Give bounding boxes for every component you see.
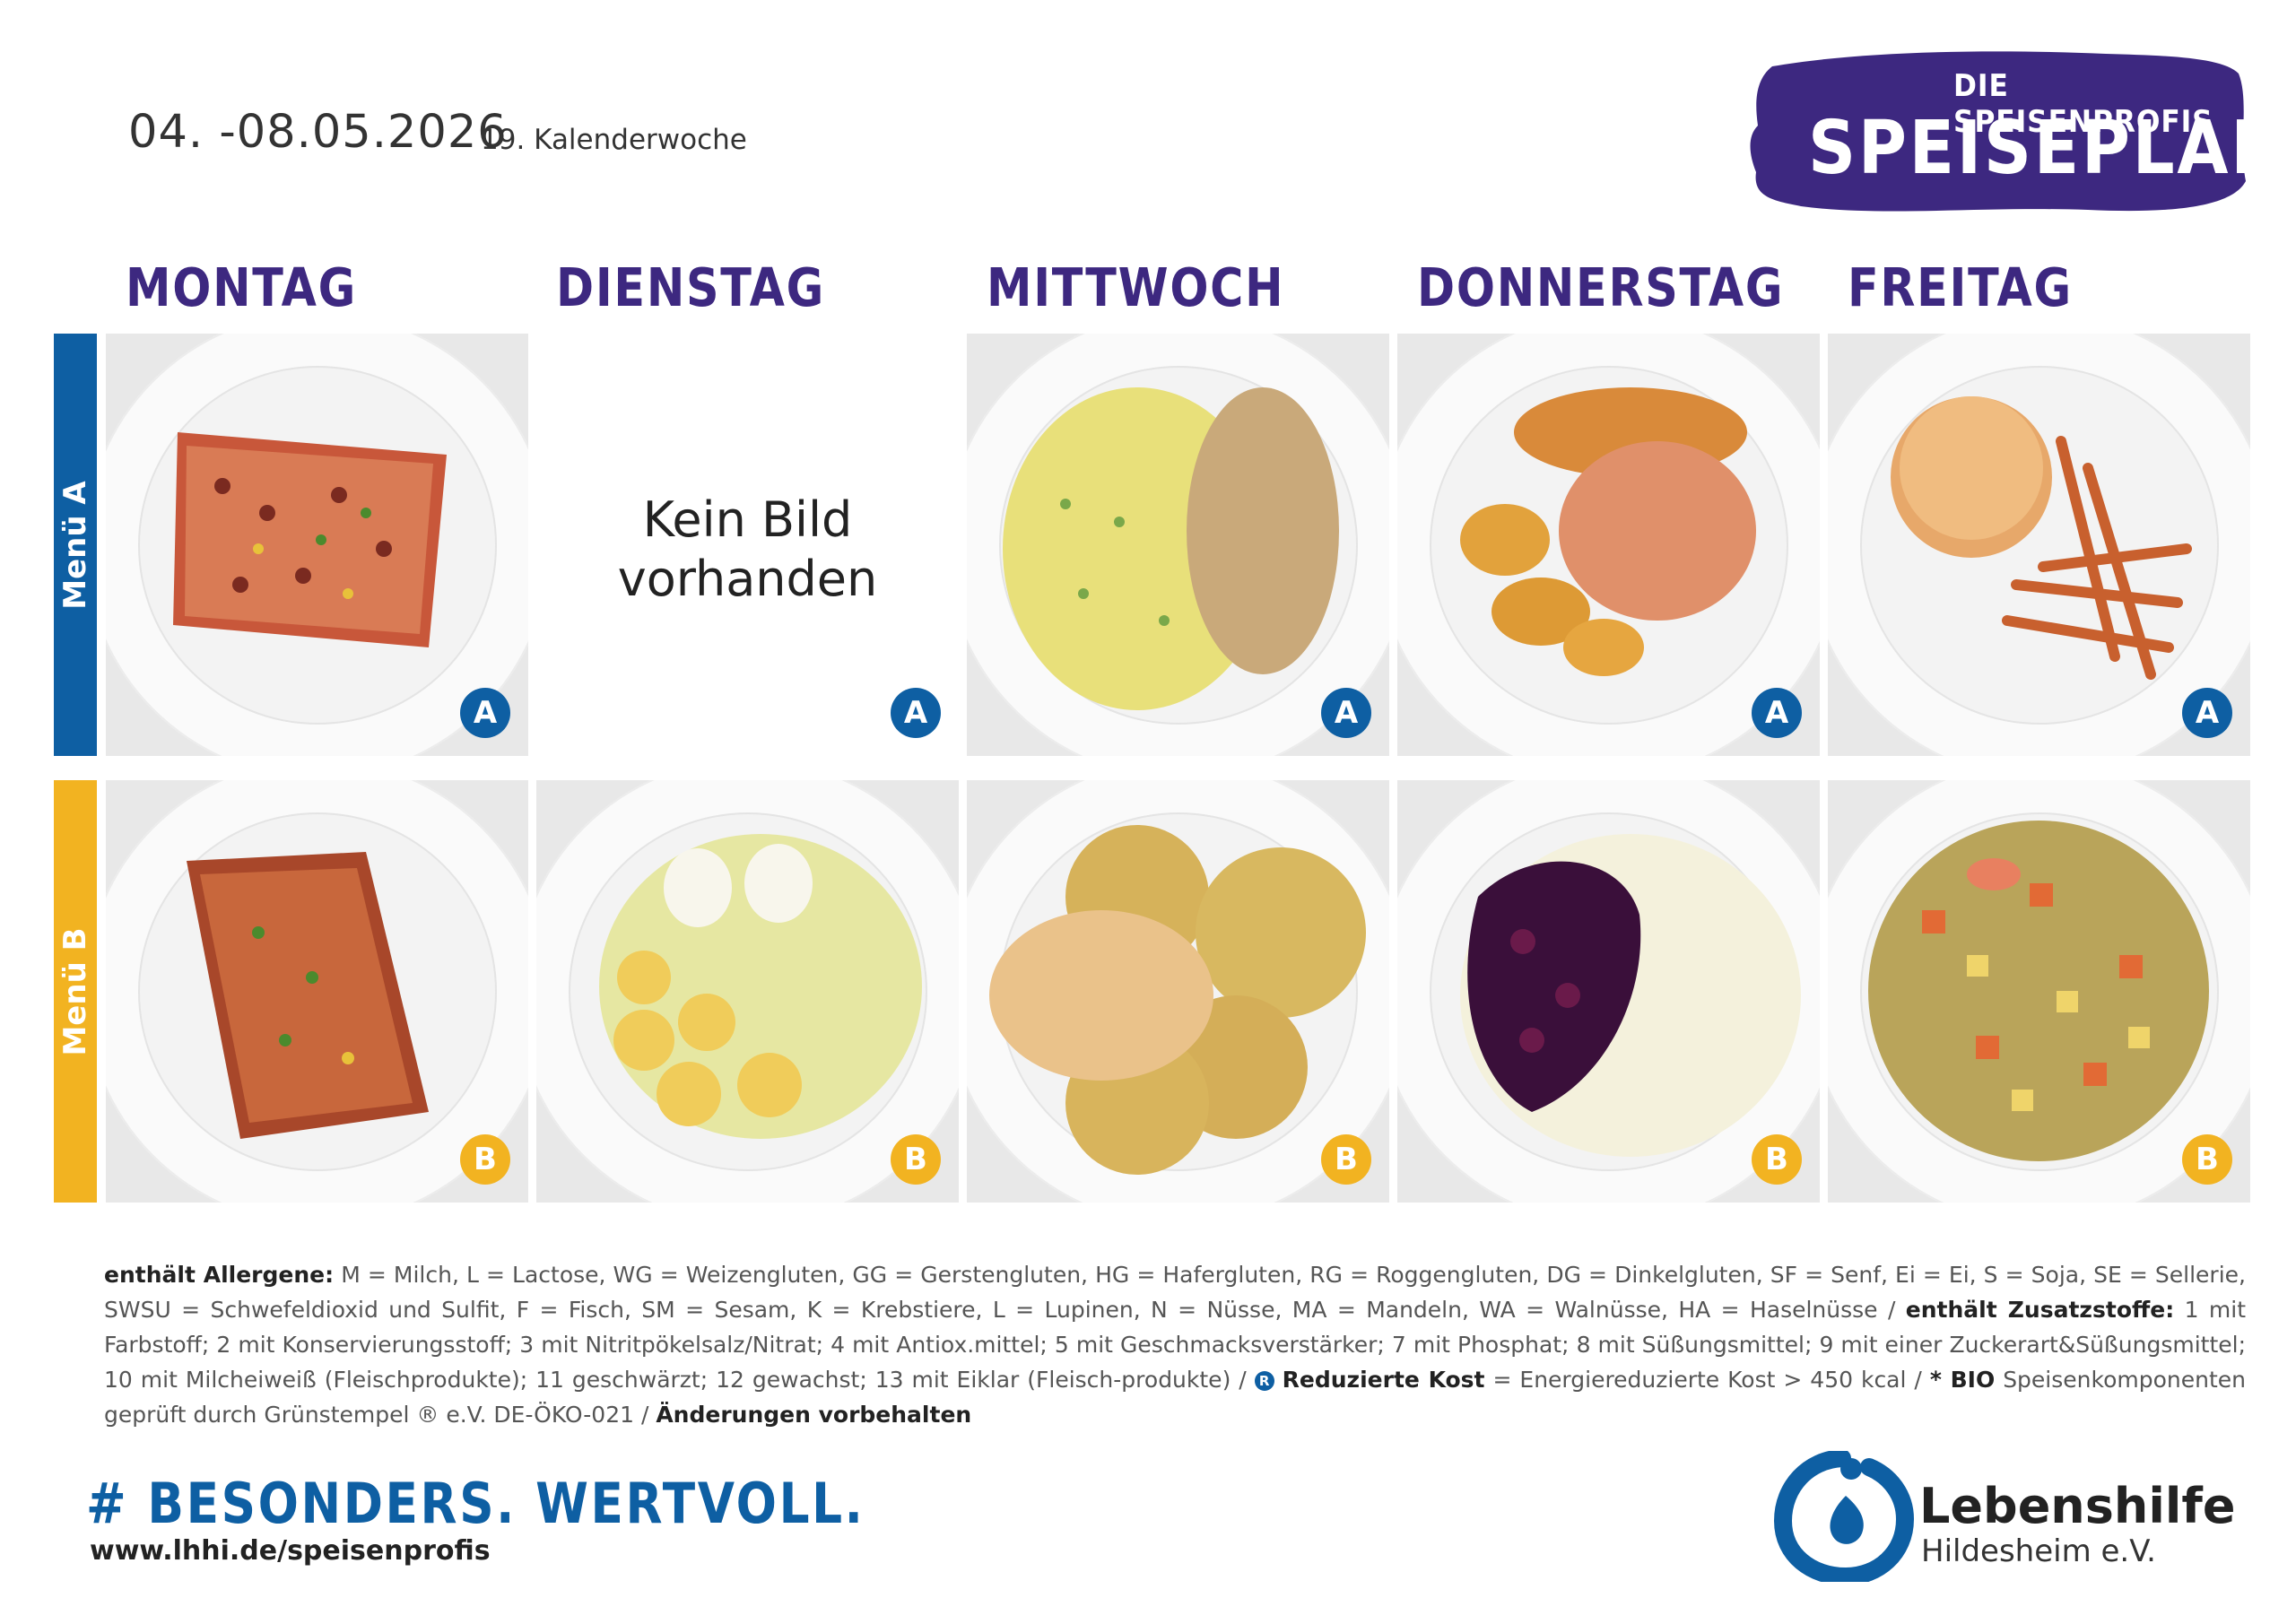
bio-label: * BIO	[1929, 1367, 1996, 1393]
menu-a-badge: A	[2182, 688, 2232, 738]
day-wednesday: MITTWOCH	[987, 256, 1285, 318]
menu-b-badge: B	[1321, 1134, 1371, 1185]
meal-wednesday-b: B	[967, 780, 1389, 1203]
semolina-cherries-image	[1460, 834, 1801, 1157]
website-link[interactable]: www.lhhi.de/speisenprofis	[90, 1535, 491, 1567]
reduced-diet-icon: R	[1254, 1371, 1274, 1391]
org-name: Lebenshilfe	[1919, 1478, 2236, 1534]
bio-text: Speisenkomponenten geprüft durch Grünste…	[104, 1367, 2247, 1428]
meal-monday-b: B	[106, 780, 528, 1203]
brand-small-label: DIE SPEISENPROFIS	[1953, 68, 2213, 140]
day-friday: FREITAG	[1848, 256, 2073, 318]
allergene-text: M = Milch, L = Lactose, WG = Weizenglute…	[104, 1262, 2246, 1323]
meal-thursday-b: B	[1397, 780, 1820, 1203]
pizza-image	[173, 432, 447, 647]
lebenshilfe-logo-icon	[1773, 1451, 1915, 1582]
ragout-barley-image	[1003, 387, 1339, 710]
menu-b-badge: B	[460, 1134, 510, 1185]
menu-a-label: Menü A	[57, 480, 93, 610]
allergen-notice: enthält Allergene: M = Milch, L = Lactos…	[104, 1257, 2246, 1432]
brand-title: SPEISEPLAN	[1808, 106, 2289, 191]
meal-monday-a: A	[106, 334, 528, 756]
menu-b-label: Menü B	[57, 926, 93, 1056]
meal-friday-a: A	[1828, 334, 2250, 756]
menu-b-badge: B	[891, 1134, 941, 1185]
meal-tuesday-a: Kein Bild vorhanden A	[536, 334, 959, 756]
burger-fries-image	[1891, 396, 2192, 680]
menu-a-badge: A	[1321, 688, 1371, 738]
reduziert-label: Reduzierte Kost	[1282, 1367, 1485, 1393]
speiseplan-logo-brush	[1750, 51, 2246, 212]
menu-b-badge: B	[1752, 1134, 1802, 1185]
potato-pancakes-image	[989, 825, 1366, 1175]
changes-note: Änderungen vorbehalten	[656, 1402, 972, 1428]
menu-a-badge: A	[1752, 688, 1802, 738]
pizza-b-image	[187, 852, 429, 1139]
menu-a-badge: A	[460, 688, 510, 738]
day-monday: MONTAG	[126, 256, 357, 318]
no-image-text: Kein Bild vorhanden	[617, 491, 878, 607]
zusatz-label: enthält Zusatzstoffe:	[1905, 1297, 2175, 1323]
hashtag-slogan: # BESONDERS. WERTVOLL.	[86, 1471, 865, 1536]
week-label: 19. Kalenderwoche	[481, 124, 747, 156]
day-tuesday: DIENSTAG	[556, 256, 826, 318]
menu-b-badge: B	[2182, 1134, 2232, 1185]
reduziert-text: = Energiereduzierte Kost > 450 kcal /	[1492, 1367, 1922, 1393]
schnitzel-potatoes-image	[1460, 387, 1756, 676]
menu-a-label-bar: Menü A	[54, 334, 97, 756]
menu-b-label-bar: Menü B	[54, 780, 97, 1203]
org-subtitle: Hildesheim e.V.	[1921, 1533, 2156, 1569]
allergene-label: enthält Allergene:	[104, 1262, 335, 1288]
meal-tuesday-b: B	[536, 780, 959, 1203]
zusatz-text: 1 mit Farbstoff; 2 mit Konservierungssto…	[104, 1297, 2246, 1393]
eggs-potatoes-image	[599, 834, 922, 1139]
day-thursday: DONNERSTAG	[1417, 256, 1785, 318]
meal-wednesday-a: A	[967, 334, 1389, 756]
meal-thursday-a: A	[1397, 334, 1820, 756]
stew-image	[1868, 821, 2209, 1161]
date-range: 04. -08.05.2026	[128, 106, 508, 159]
menu-a-badge: A	[891, 688, 941, 738]
meal-friday-b: B	[1828, 780, 2250, 1203]
